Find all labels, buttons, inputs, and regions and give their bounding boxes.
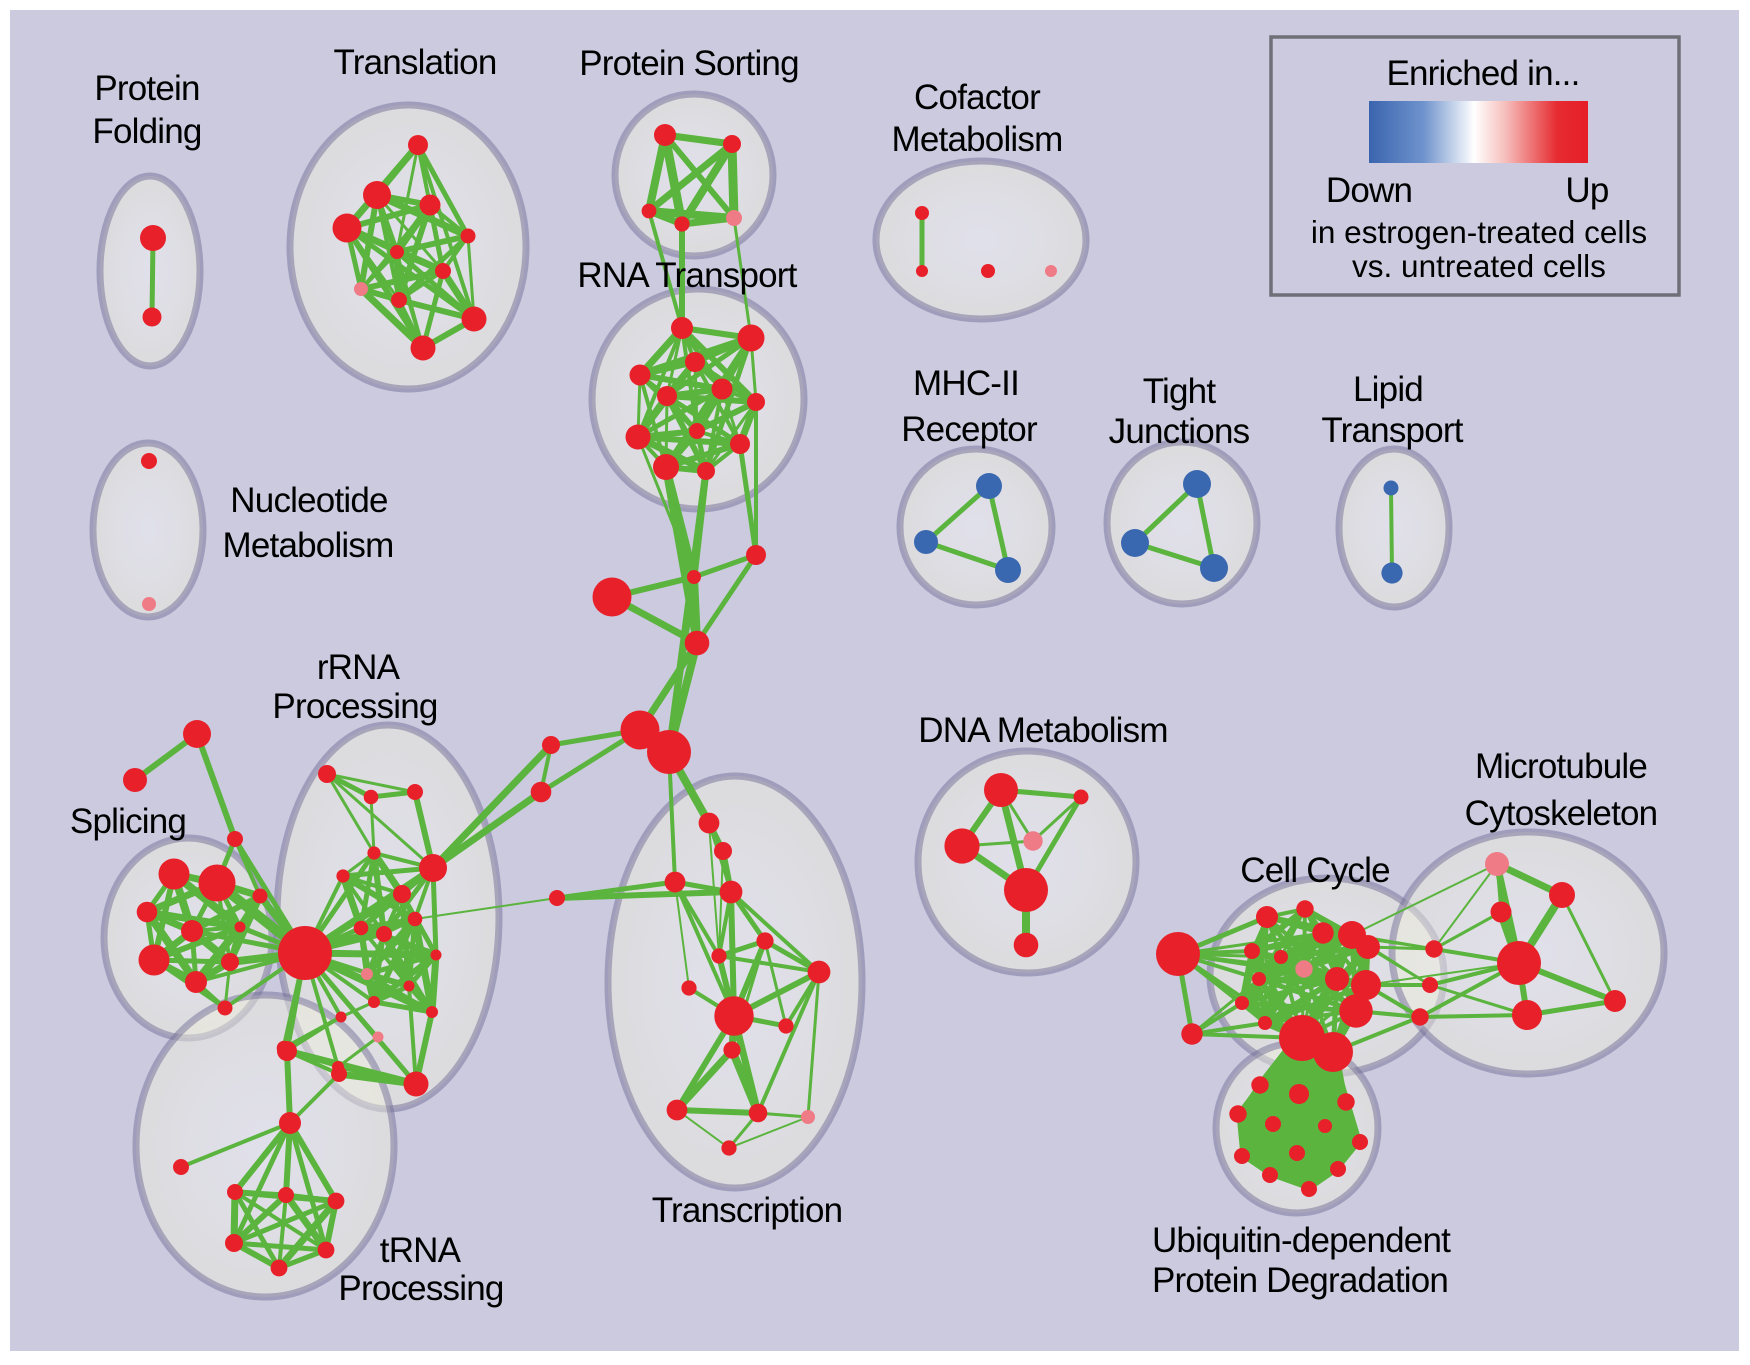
svg-text:Translation: Translation (333, 43, 496, 82)
svg-text:Protein Degradation: Protein Degradation (1152, 1261, 1448, 1300)
svg-text:Nucleotide: Nucleotide (230, 481, 387, 520)
svg-text:Up: Up (1565, 171, 1608, 210)
svg-text:Microtubule: Microtubule (1475, 747, 1647, 786)
svg-text:Tight: Tight (1143, 372, 1217, 411)
svg-text:in estrogen-treated cells: in estrogen-treated cells (1311, 214, 1647, 250)
svg-text:MHC-II: MHC-II (913, 364, 1019, 403)
svg-text:Protein Sorting: Protein Sorting (579, 44, 799, 83)
svg-text:tRNA: tRNA (380, 1231, 462, 1270)
svg-text:Cell Cycle: Cell Cycle (1240, 851, 1390, 890)
svg-text:Splicing: Splicing (70, 802, 186, 841)
svg-text:DNA Metabolism: DNA Metabolism (918, 711, 1167, 750)
svg-text:Folding: Folding (92, 112, 201, 151)
svg-text:Cofactor: Cofactor (914, 78, 1041, 117)
svg-text:Transport: Transport (1321, 411, 1463, 450)
svg-text:Processing: Processing (272, 687, 437, 726)
svg-text:Protein: Protein (94, 69, 199, 108)
svg-text:Transcription: Transcription (652, 1191, 843, 1230)
svg-text:Receptor: Receptor (901, 410, 1038, 449)
svg-text:Junctions: Junctions (1109, 412, 1250, 451)
svg-text:RNA Transport: RNA Transport (577, 256, 797, 295)
svg-text:Processing: Processing (338, 1269, 503, 1308)
svg-text:Metabolism: Metabolism (892, 120, 1063, 159)
svg-text:Lipid: Lipid (1353, 370, 1423, 409)
svg-text:Down: Down (1326, 171, 1412, 210)
svg-text:Ubiquitin-dependent: Ubiquitin-dependent (1152, 1221, 1451, 1260)
svg-text:Metabolism: Metabolism (223, 526, 394, 565)
svg-text:Enriched in...: Enriched in... (1386, 54, 1579, 93)
svg-text:Cytoskeleton: Cytoskeleton (1465, 794, 1658, 833)
svg-text:vs. untreated cells: vs. untreated cells (1352, 248, 1606, 284)
svg-text:rRNA: rRNA (317, 648, 401, 687)
